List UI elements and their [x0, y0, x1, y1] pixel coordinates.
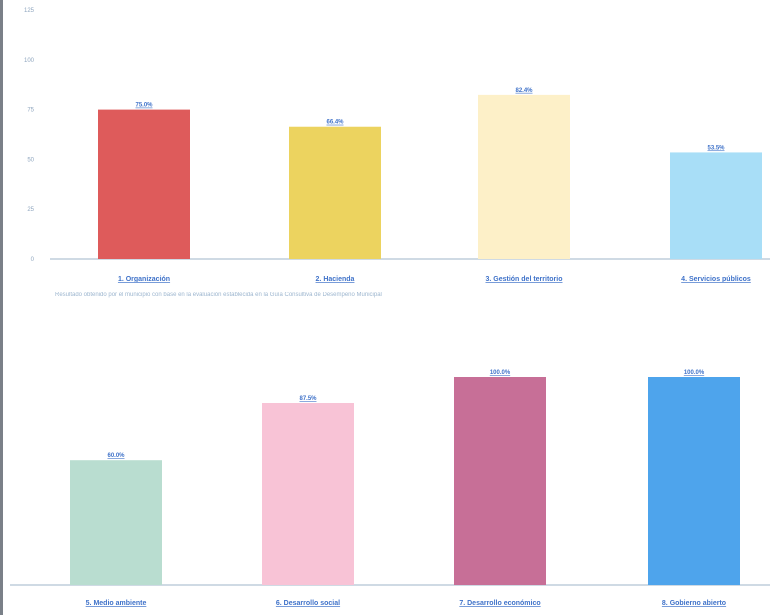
- category-label[interactable]: 4. Servicios públicos: [681, 276, 751, 283]
- bar-chart-bottom: 60.0% 5. Medio ambiente 87.5% 6. Desarrollo…: [10, 370, 770, 607]
- y-tick-label: 100: [24, 58, 35, 64]
- chart-caption: Resultado obtenido por el municipio con …: [55, 292, 382, 298]
- data-label: 60.0%: [107, 453, 125, 459]
- data-label: 100.0%: [684, 370, 705, 376]
- category-label[interactable]: 8. Gobierno abierto: [662, 600, 726, 607]
- category-label[interactable]: 5. Medio ambiente: [86, 600, 147, 607]
- y-tick-label: 75: [27, 108, 34, 114]
- bar: [648, 377, 740, 585]
- data-label: 66.4%: [326, 120, 344, 126]
- bar: [670, 152, 762, 259]
- y-tick-label: 0: [31, 257, 35, 263]
- bar: [98, 109, 190, 259]
- data-label: 100.0%: [490, 370, 511, 376]
- data-label: 53.5%: [707, 145, 725, 151]
- data-label: 87.5%: [299, 396, 317, 402]
- y-tick-label: 125: [24, 8, 35, 14]
- category-label[interactable]: 2. Hacienda: [316, 276, 355, 283]
- bar-chart-top: 0 25 50 75 100 125 75.0% 1. Organización 66.4% 2.…: [24, 8, 770, 283]
- category-label[interactable]: 3. Gestión del territorio: [485, 276, 562, 283]
- category-label[interactable]: 6. Desarrollo social: [276, 600, 340, 607]
- bar: [454, 377, 546, 585]
- bar: [289, 126, 381, 259]
- category-label[interactable]: 1. Organización: [118, 276, 170, 283]
- bar: [262, 403, 354, 585]
- category-label[interactable]: 7. Desarrollo económico: [459, 600, 540, 607]
- data-label: 82.4%: [515, 88, 533, 94]
- y-tick-label: 50: [27, 157, 34, 163]
- left-edge-shadow: [0, 0, 3, 615]
- y-tick-label: 25: [27, 207, 34, 213]
- data-label: 75.0%: [135, 103, 153, 109]
- bar: [70, 460, 162, 585]
- bar: [478, 94, 570, 260]
